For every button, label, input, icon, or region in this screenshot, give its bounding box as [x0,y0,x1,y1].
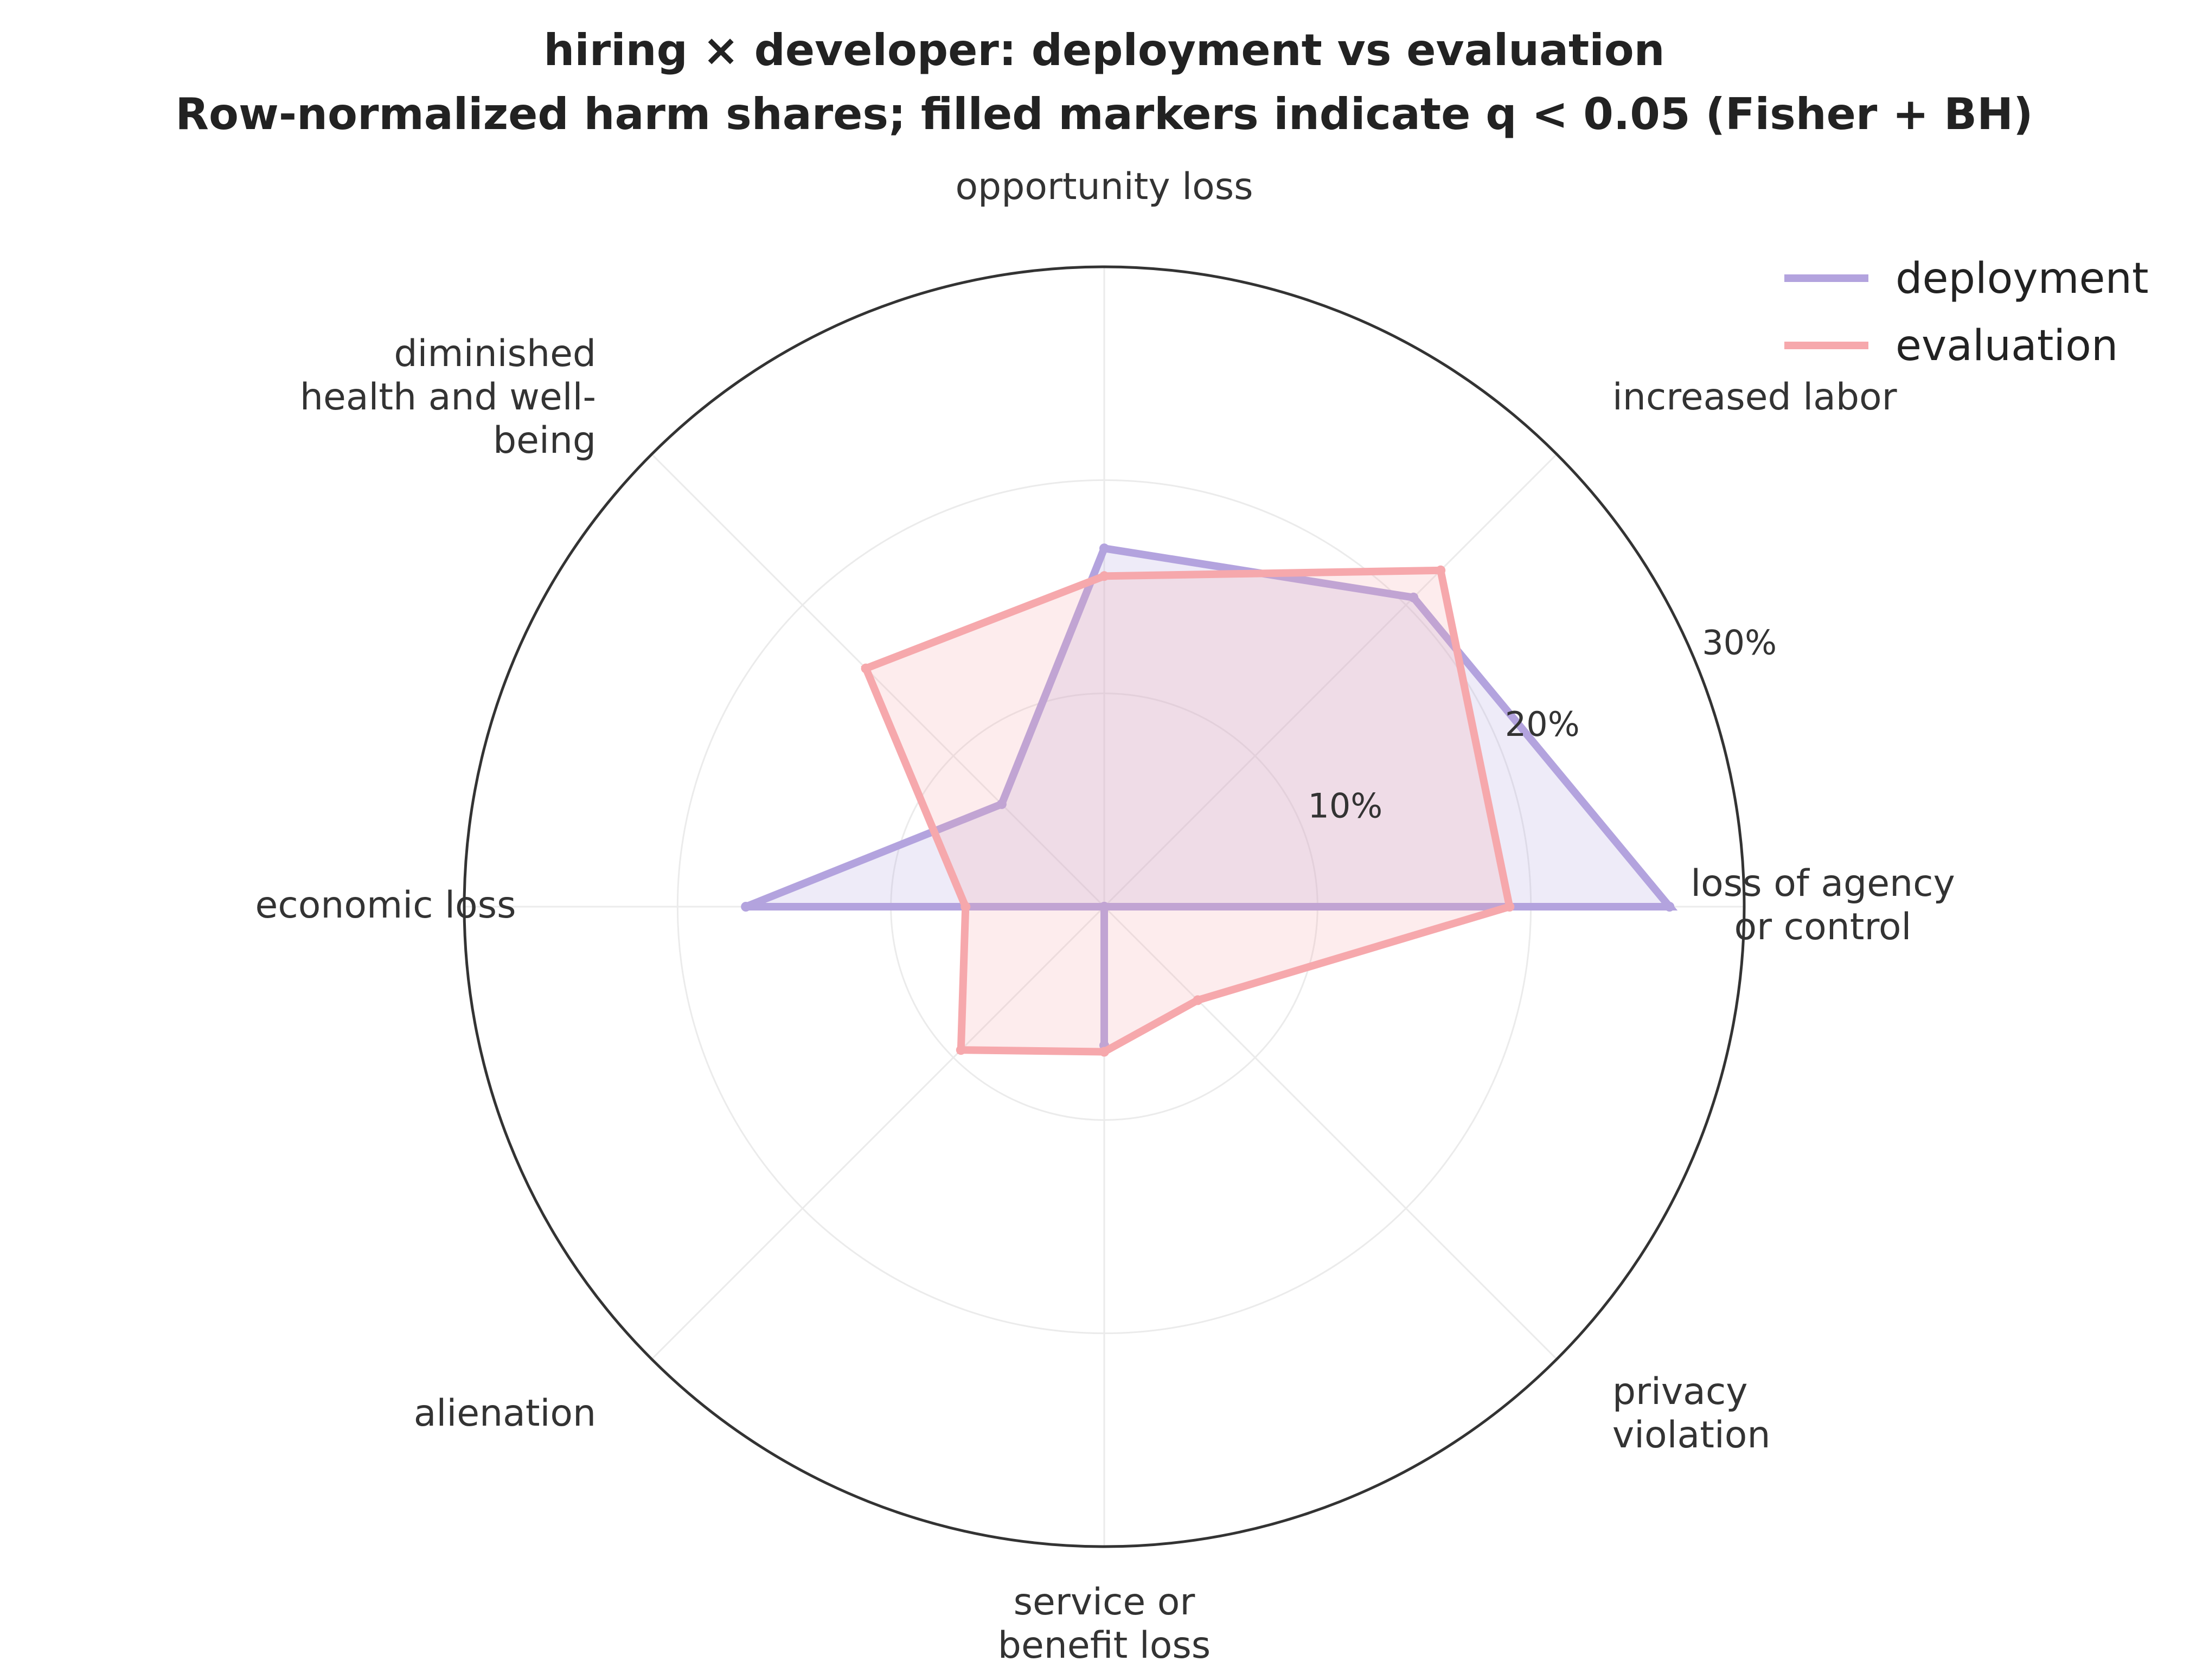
data-point-deployment-4 [741,902,751,912]
data-point-evaluation-5 [956,1045,966,1055]
data-point-evaluation-3 [861,663,871,674]
category-label-0: loss of agency or control [1691,862,1955,948]
category-label-7: privacy violation [1612,1370,1771,1457]
data-point-deployment-3 [996,799,1007,809]
grid-spoke-1 [1103,453,1558,908]
data-point-deployment-0 [1664,902,1675,912]
grid-spoke-5 [651,906,1105,1360]
legend: deployment evaluation [1784,254,2149,370]
category-label-4: economic loss [255,884,516,927]
outer-circle [463,265,1746,1548]
category-label-2: opportunity loss [955,165,1253,208]
category-label-6: service or benefit loss [998,1581,1211,1667]
grid-spoke-7 [1103,906,1558,1360]
data-point-deployment-2 [1099,543,1109,554]
series-fill-deployment [746,548,1670,1046]
series-fill-evaluation [866,570,1510,1052]
r-tick-label-0: 10% [1308,786,1382,826]
category-label-1: increased labor [1612,376,1897,419]
r-tick-label-2: 30% [1702,623,1777,662]
category-labels: loss of agency or control increased labor o… [255,165,1955,1667]
r-tick-label-1: 20% [1505,704,1580,744]
legend-label-deployment: deployment [1896,254,2149,303]
radial-tick-labels: 10% 20% 30% [1308,623,1777,825]
data-point-evaluation-7 [1193,995,1203,1005]
category-label-3: diminished health and well-being [300,332,596,462]
legend-label-evaluation: evaluation [1896,322,2118,370]
category-label-5: alienation [414,1392,596,1435]
data-point-evaluation-2 [1099,571,1109,581]
data-point-evaluation-4 [961,902,971,912]
data-point-deployment-1 [1408,592,1419,602]
series-layer [741,543,1678,1057]
data-point-evaluation-0 [1504,902,1515,912]
chart-title: hiring × developer: deployment vs evalua… [543,25,1664,75]
grid-spoke-3 [651,453,1105,908]
data-point-evaluation-6 [1099,1047,1109,1057]
data-point-deployment-7 [1099,902,1109,912]
data-point-evaluation-1 [1436,565,1446,575]
chart-subtitle: Row-normalized harm shares; filled marke… [175,89,2033,139]
